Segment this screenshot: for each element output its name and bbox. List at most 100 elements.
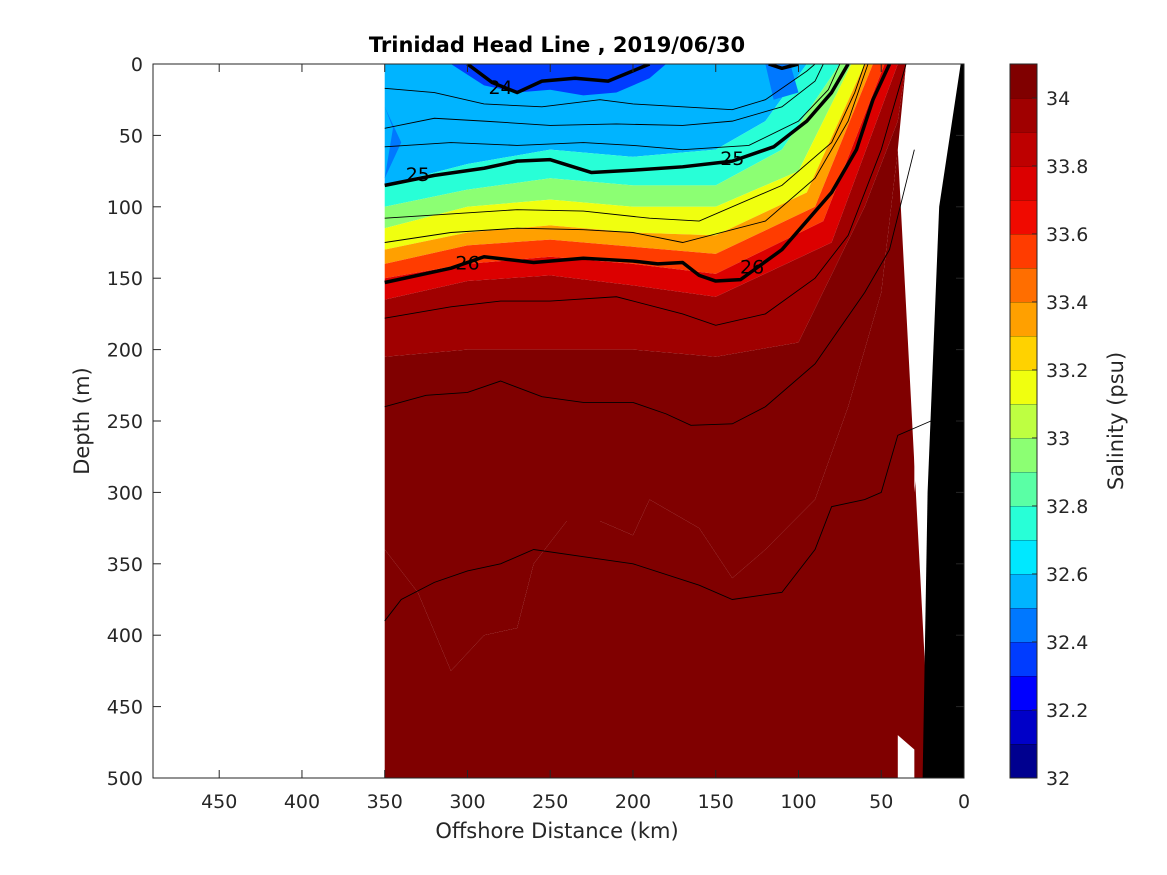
colorbar-swatch <box>1010 98 1037 132</box>
x-tick-label: 150 <box>698 791 734 813</box>
thin-contour-5 <box>384 64 907 326</box>
salinity-band-4 <box>384 64 873 264</box>
y-tick-label: 450 <box>107 697 143 719</box>
colorbar-swatch <box>1010 676 1037 710</box>
colorbar-tick-label: 34 <box>1046 88 1070 110</box>
y-tick-label: 350 <box>107 554 143 576</box>
density-contour-26-3 <box>384 64 892 285</box>
surface-patch-1 <box>384 106 402 179</box>
deep-patch-3 <box>773 620 915 778</box>
thin-contour-6 <box>384 149 915 426</box>
colorbar-tick-label: 32.6 <box>1046 564 1088 586</box>
y-axis: 0 50 100 150 200 250 300 350 400 450 500 <box>107 54 964 790</box>
x-tick-label: 200 <box>615 791 651 813</box>
colorbar-swatch <box>1010 608 1037 642</box>
x-tick-label: 50 <box>869 791 893 813</box>
salinity-band-1 <box>384 64 840 207</box>
colorbar-tick-label: 33.2 <box>1046 360 1088 382</box>
deep-patch-1 <box>484 720 600 778</box>
colorbar-swatch <box>1010 370 1037 404</box>
y-tick-label: 50 <box>119 125 143 147</box>
x-tick-label: 350 <box>367 791 403 813</box>
deep-patch-0 <box>401 735 451 778</box>
y-tick-label: 300 <box>107 482 143 504</box>
y-tick-label: 250 <box>107 411 143 433</box>
thin-contour-2 <box>384 64 841 151</box>
contour-label-0: 24 <box>488 77 512 99</box>
colorbar-swatch <box>1010 336 1037 370</box>
colorbar-swatch <box>1010 438 1037 472</box>
colorbar-swatch <box>1010 506 1037 540</box>
x-axis-label: Offshore Distance (km) <box>435 819 678 843</box>
colorbar-tick-label: 32.8 <box>1046 496 1088 518</box>
x-tick-label: 300 <box>449 791 485 813</box>
y-tick-label: 500 <box>107 768 143 790</box>
salinity-band-2 <box>384 64 852 229</box>
density-contour-25-2 <box>384 64 850 188</box>
colorbar-swatch <box>1010 404 1037 438</box>
colorbar-tick-label: 33.4 <box>1046 292 1088 314</box>
chart-title: Trinidad Head Line , 2019/06/30 <box>369 33 745 57</box>
thin-contour-4 <box>384 64 869 243</box>
y-tick-label: 100 <box>107 197 143 219</box>
bathymetry-shape <box>922 64 964 778</box>
density-contour-24-1 <box>768 64 799 71</box>
salinity-fills <box>384 64 931 778</box>
salinity-band-6 <box>384 64 898 300</box>
data-gap-1 <box>914 321 931 493</box>
y-tick-label: 200 <box>107 340 143 362</box>
colorbar-tick-label: 33.6 <box>1046 224 1088 246</box>
y-tick-label: 0 <box>131 54 143 76</box>
x-tick-label: 0 <box>958 791 970 813</box>
contour-label-4: 26 <box>740 257 764 279</box>
y-tick-label: 150 <box>107 268 143 290</box>
colorbar-label: Salinity (psu) <box>1104 352 1128 490</box>
y-tick-label: 400 <box>107 625 143 647</box>
colorbar-swatch <box>1010 302 1037 336</box>
contour-label-3: 26 <box>455 252 479 274</box>
colorbar-tick-label: 32.2 <box>1046 700 1088 722</box>
colorbar: 32 32.2 32.4 32.6 32.8 33 33.2 33.4 33.6 33.8 34 <box>1009 63 1088 790</box>
salinity-band-9 <box>384 149 931 778</box>
thin-contour-3 <box>384 64 866 222</box>
x-tick-label: 450 <box>201 791 237 813</box>
colorbar-swatch <box>1010 574 1037 608</box>
contour-label-1: 25 <box>406 164 430 186</box>
colorbar-swatch <box>1010 166 1037 200</box>
x-tick-label: 400 <box>284 791 320 813</box>
thin-contour-0 <box>384 64 816 111</box>
colorbar-swatch <box>1010 710 1037 744</box>
colorbar-swatch <box>1010 642 1037 676</box>
x-axis: 450 400 350 300 250 200 150 100 50 0 <box>201 64 970 813</box>
colorbar-tick-label: 32 <box>1046 768 1070 790</box>
density-contour-lines <box>384 64 892 285</box>
surface-patch-2 <box>765 64 799 100</box>
contour-label-2: 25 <box>720 148 744 170</box>
x-tick-label: 100 <box>780 791 816 813</box>
thin-contour-lines <box>384 64 932 622</box>
colorbar-swatch <box>1010 472 1037 506</box>
salinity-band-3 <box>384 64 865 250</box>
colorbar-tick-label: 33 <box>1046 428 1070 450</box>
colorbar-tick-label: 33.8 <box>1046 156 1088 178</box>
plot-area: 24 25 25 26 26 <box>152 63 965 779</box>
salinity-band-7 <box>384 64 907 357</box>
density-contour-24-0 <box>466 64 651 95</box>
data-gap-0 <box>897 735 915 778</box>
colorbar-swatch <box>1010 64 1037 98</box>
colorbar-swatch <box>1010 268 1037 302</box>
colorbar-swatch <box>1010 200 1037 234</box>
x-tick-label: 250 <box>532 791 568 813</box>
colorbar-swatch <box>1010 744 1037 778</box>
colorbar-frame <box>1009 63 1038 779</box>
salinity-band-5 <box>384 64 885 279</box>
deep-patch-2 <box>616 735 675 778</box>
contour-labels: 24 25 25 26 26 <box>406 77 765 279</box>
y-axis-label: Depth (m) <box>70 367 94 474</box>
salinity-band-8 <box>384 64 907 671</box>
bathymetry <box>922 64 964 778</box>
colorbar-tick-label: 32.4 <box>1046 632 1088 654</box>
colorbar-swatch <box>1010 234 1037 268</box>
thin-contour-7 <box>384 420 932 622</box>
